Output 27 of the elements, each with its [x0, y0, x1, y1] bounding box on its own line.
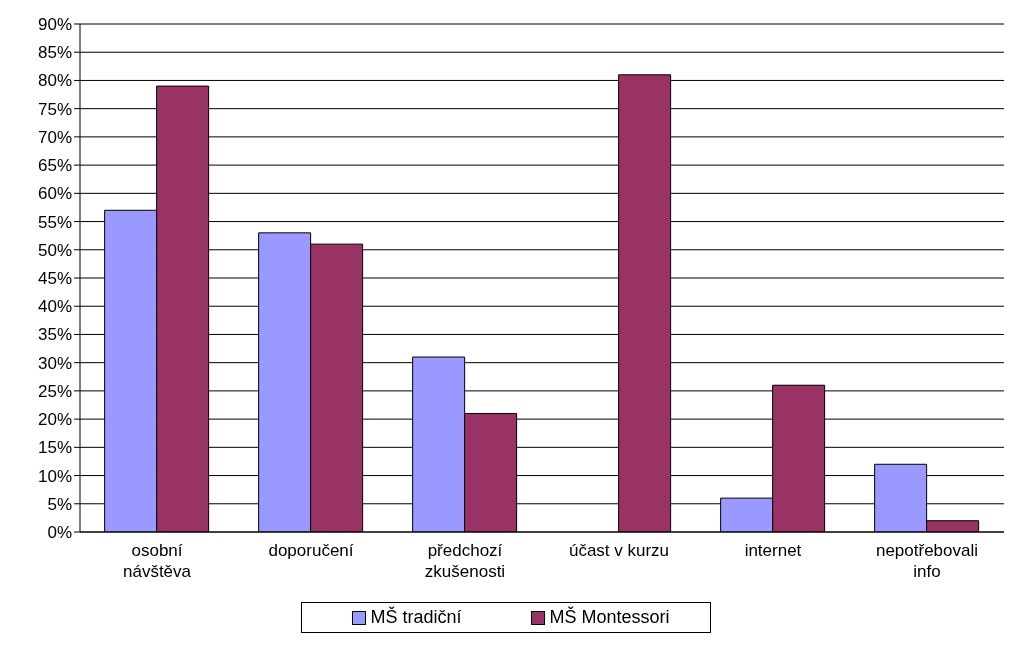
x-tick-label: doporučení: [268, 541, 354, 560]
legend-label: MŠ tradiční: [370, 607, 462, 628]
y-tick-label: 75%: [37, 99, 72, 119]
x-tick-label: nepotřebovali info: [875, 541, 979, 581]
y-tick-label: 45%: [37, 269, 72, 289]
y-tick-label: 40%: [37, 297, 72, 317]
y-tick-label: 80%: [37, 71, 72, 91]
y-tick-label: 5%: [47, 494, 72, 514]
x-tick-label: internet: [744, 541, 802, 560]
y-tick-label: 65%: [37, 156, 72, 176]
legend-label: MŠ Montessori: [549, 607, 670, 628]
y-tick-label: 60%: [37, 184, 72, 204]
y-tick-label: 15%: [37, 438, 72, 458]
y-tick-label: 55%: [37, 212, 72, 232]
y-tick-label: 90%: [37, 15, 72, 35]
y-tick-label: 85%: [37, 43, 72, 63]
x-tick-label: předchozí zkušenosti: [424, 541, 506, 581]
y-tick-label: 10%: [37, 466, 72, 486]
x-tick-label: osobní návštěva: [122, 541, 192, 581]
y-tick-label: 30%: [37, 353, 72, 373]
y-tick-label: 50%: [37, 240, 72, 260]
y-tick-label: 20%: [37, 410, 72, 430]
y-tick-label: 25%: [37, 381, 72, 401]
y-tick-label: 70%: [37, 127, 72, 147]
y-tick-label: 35%: [37, 325, 72, 345]
x-tick-label: účast v kurzu: [568, 541, 670, 560]
y-tick-label: 0%: [47, 523, 72, 543]
